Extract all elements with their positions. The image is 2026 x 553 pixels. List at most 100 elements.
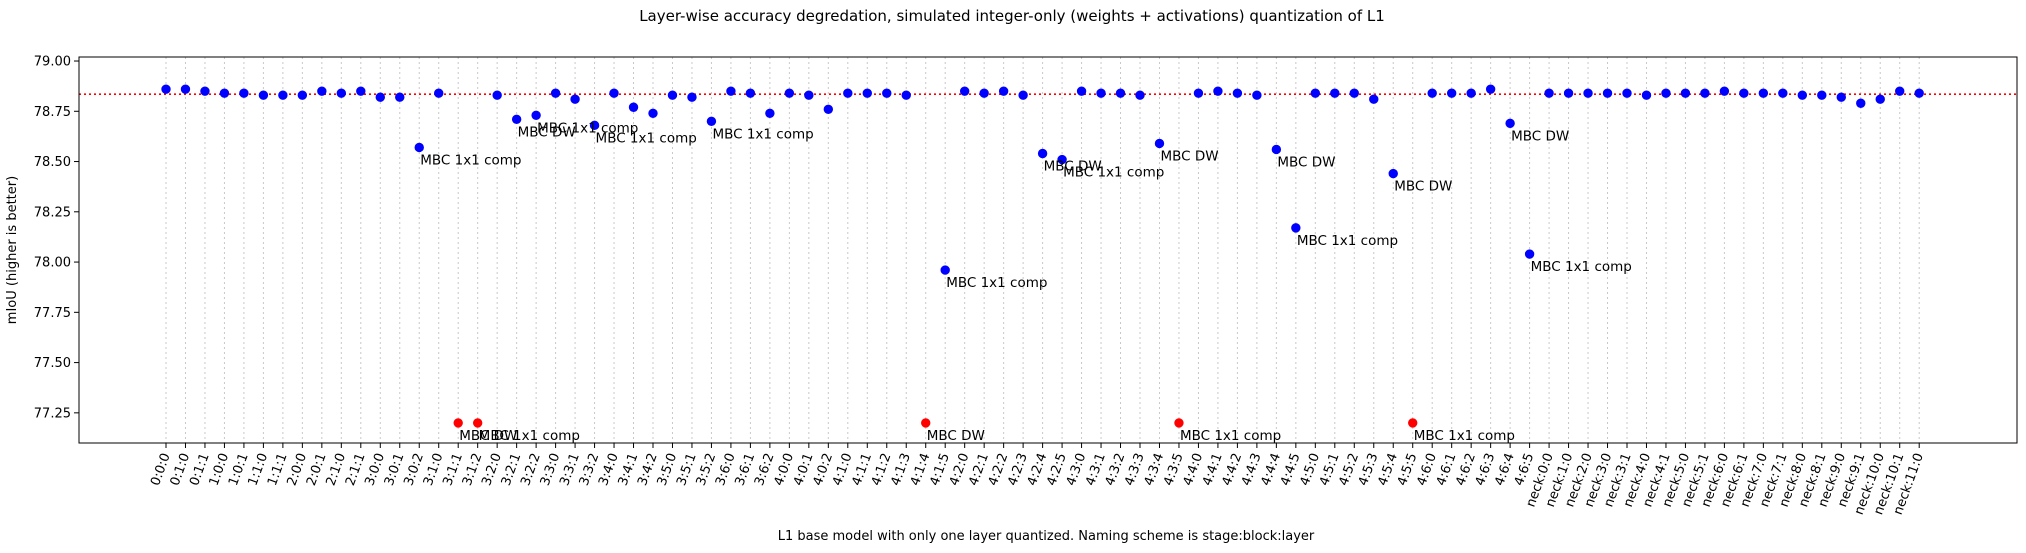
y-tick-label: 78.50	[34, 155, 71, 170]
data-point-4:1:1	[862, 88, 872, 98]
point-annotation: MBC 1x1 comp	[1180, 428, 1281, 444]
data-point-neck:7:1	[1778, 88, 1788, 98]
point-annotation: MBC DW	[1044, 159, 1102, 175]
data-point-1:0:0	[219, 88, 230, 98]
point-annotation: MBC DW	[459, 428, 517, 444]
data-point-neck:9:0	[1836, 92, 1846, 102]
data-point-4:4:0	[1193, 88, 1204, 98]
data-point-4:5:1	[1330, 88, 1340, 98]
data-point-0:0:0	[161, 84, 171, 94]
x-axis-label: L1 base model with only one layer quanti…	[778, 529, 1315, 544]
data-point-4:5:0	[1310, 88, 1321, 98]
data-point-4:4:4	[1271, 144, 1282, 155]
data-point-4:3:5	[1174, 418, 1184, 428]
data-point-3:0:0	[375, 92, 385, 102]
data-point-neck:9:1	[1856, 98, 1866, 108]
data-point-4:0:0	[784, 88, 795, 98]
data-point-neck:5:0	[1680, 88, 1691, 98]
point-annotation: MBC DW	[1511, 128, 1569, 144]
data-point-neck:4:0	[1641, 90, 1652, 100]
data-point-neck:3:1	[1622, 88, 1632, 98]
data-point-neck:6:1	[1739, 88, 1749, 98]
data-point-3:4:2	[648, 108, 658, 118]
data-point-neck:8:1	[1817, 90, 1827, 100]
y-tick-label: 77.75	[34, 306, 71, 321]
data-point-neck:6:0	[1719, 86, 1730, 96]
data-point-4:5:5	[1408, 418, 1418, 428]
y-tick-label: 79.00	[34, 55, 71, 70]
data-point-4:0:2	[823, 104, 834, 114]
data-point-3:2:0	[492, 90, 502, 100]
point-annotation: MBC 1x1 comp	[946, 275, 1047, 291]
data-point-2:1:0	[336, 88, 347, 98]
data-point-2:0:0	[297, 90, 308, 100]
data-point-3:5:2	[706, 116, 717, 127]
data-point-3:0:2	[414, 142, 424, 153]
data-point-4:1:5	[940, 265, 950, 275]
data-point-4:6:0	[1427, 88, 1437, 98]
data-point-4:4:1	[1213, 86, 1223, 96]
y-tick-label: 78.00	[34, 256, 71, 271]
data-point-4:0:1	[804, 90, 814, 100]
point-annotation: MBC 1x1 comp	[712, 126, 813, 142]
data-point-4:3:0	[1076, 86, 1087, 96]
plot-frame	[78, 56, 2018, 444]
y-axis-label: mIoU (higher is better)	[5, 176, 20, 324]
point-annotation: MBC DW	[518, 124, 576, 140]
data-point-4:4:5	[1291, 223, 1301, 233]
y-tick-label: 77.25	[34, 406, 71, 421]
point-annotation: MBC 1x1 comp	[1063, 165, 1164, 181]
data-point-neck:10:0	[1875, 94, 1885, 104]
data-point-1:1:1	[278, 90, 288, 100]
data-point-3:3:0	[550, 88, 561, 98]
data-point-4:5:2	[1349, 88, 1359, 98]
data-point-3:3:1	[570, 94, 580, 104]
y-tick-label: 78.25	[34, 205, 71, 220]
data-point-3:5:0	[667, 90, 678, 100]
data-point-4:6:4	[1505, 118, 1515, 129]
data-point-4:3:2	[1115, 88, 1126, 98]
point-annotation: MBC DW	[1277, 154, 1335, 170]
data-point-4:3:1	[1096, 88, 1106, 98]
point-annotation: MBC 1x1 comp	[537, 120, 638, 136]
data-point-3:6:2	[765, 108, 775, 118]
y-tick-label: 77.50	[34, 356, 71, 371]
data-point-3:6:1	[745, 88, 756, 98]
point-annotation: MBC DW	[1394, 179, 1452, 195]
data-point-4:6:3	[1485, 84, 1496, 94]
data-point-4:2:4	[1037, 148, 1048, 159]
point-annotation: MBC DW	[1160, 148, 1218, 164]
data-point-4:5:3	[1369, 94, 1379, 104]
point-annotation: MBC 1x1 comp	[1531, 259, 1632, 275]
data-point-3:4:1	[628, 102, 639, 112]
data-point-neck:0:0	[1544, 88, 1554, 98]
data-point-neck:7:0	[1758, 88, 1769, 98]
data-point-4:1:4	[921, 418, 931, 428]
data-point-3:0:1	[395, 92, 405, 102]
data-point-1:0:1	[239, 88, 249, 98]
data-point-4:5:4	[1388, 168, 1398, 179]
data-point-4:4:2	[1232, 88, 1243, 98]
data-point-4:6:2	[1466, 88, 1476, 98]
data-point-0:1:0	[180, 84, 191, 94]
point-annotation: MBC 1x1 comp	[1414, 428, 1515, 444]
data-point-3:2:1	[511, 114, 522, 125]
data-point-neck:5:1	[1700, 88, 1710, 98]
plot-area: 77.25 77.50 77.75 78.00 78.25 78.50 78.75 79.00…	[34, 55, 2018, 517]
data-point-3:1:2	[472, 418, 483, 428]
data-point-4:2:2	[998, 86, 1009, 96]
data-point-neck:10:1	[1895, 86, 1905, 96]
data-point-4:6:5	[1524, 249, 1535, 259]
data-point-4:3:4	[1154, 138, 1165, 149]
y-tick-label: 78.75	[34, 105, 71, 120]
data-point-4:2:0	[959, 86, 970, 96]
data-point-4:4:3	[1252, 90, 1262, 100]
data-point-neck:3:0	[1602, 88, 1613, 98]
point-annotation: MBC 1x1 comp	[1297, 233, 1398, 249]
data-point-4:2:1	[979, 88, 989, 98]
chart-title: Layer-wise accuracy degredation, simulat…	[639, 7, 1385, 25]
data-point-0:1:1	[200, 86, 210, 96]
data-point-neck:2:0	[1583, 88, 1593, 98]
data-point-4:1:2	[882, 88, 892, 98]
